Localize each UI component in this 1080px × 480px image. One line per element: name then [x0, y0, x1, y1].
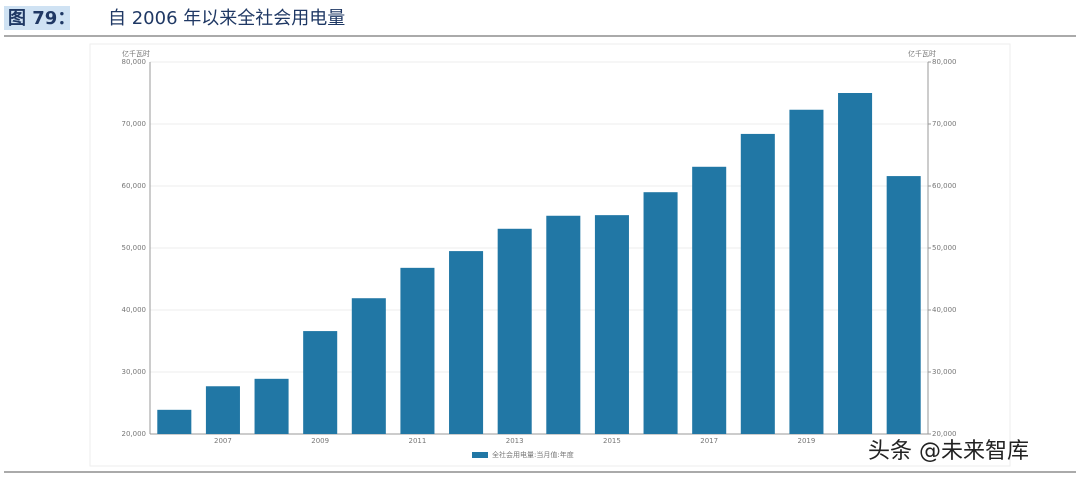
y-tick-label: 70,000 [122, 120, 147, 128]
x-tick-label: 2013 [506, 437, 524, 445]
x-tick-label: 2017 [700, 437, 718, 445]
y-tick-label: 60,000 [122, 182, 147, 190]
x-tick-label: 2009 [311, 437, 329, 445]
figure-highlight [4, 6, 70, 30]
y-tick-label: 30,000 [122, 368, 147, 376]
x-tick-label: 2015 [603, 437, 621, 445]
y-tick-label: 50,000 [122, 244, 147, 252]
bar [157, 409, 192, 434]
bar [886, 176, 921, 434]
x-tick-label: 2019 [798, 437, 816, 445]
bar [546, 215, 581, 434]
bar [497, 228, 532, 434]
bar [594, 215, 629, 434]
bar [303, 331, 338, 434]
bar [254, 378, 289, 434]
y-axis-label: 亿千瓦时 [122, 49, 150, 58]
legend-swatch [472, 452, 488, 458]
bar [838, 93, 873, 434]
bar [205, 386, 240, 434]
y-tick-label: 80,000 [122, 58, 147, 66]
y2-axis-label: 亿千瓦时 [908, 49, 936, 58]
y-tick-label: 40,000 [122, 306, 147, 314]
bar [643, 192, 678, 434]
x-tick-label: 2007 [214, 437, 232, 445]
y2-tick-label: 40,000 [932, 306, 957, 314]
bar [740, 133, 775, 435]
y2-tick-label: 70,000 [932, 120, 957, 128]
figure-number: 图 79： [8, 8, 75, 29]
bar [692, 166, 727, 434]
y2-tick-label: 20,000 [932, 430, 957, 438]
bar [789, 109, 824, 435]
bar [400, 267, 435, 434]
legend-label: 全社会用电量:当月值:年度 [492, 450, 574, 459]
x-tick-label: 2011 [409, 437, 427, 445]
y2-tick-label: 60,000 [932, 182, 957, 190]
bar [449, 251, 484, 434]
watermark: 头条 @未来智库 [868, 439, 1029, 464]
figure-title: 自 2006 年以来全社会用电量 [108, 8, 345, 29]
chart-frame [89, 43, 1011, 467]
y2-tick-label: 80,000 [932, 58, 957, 66]
y-tick-label: 20,000 [122, 430, 147, 438]
y2-tick-label: 30,000 [932, 368, 957, 376]
bar [351, 298, 386, 434]
y2-tick-label: 50,000 [932, 244, 957, 252]
